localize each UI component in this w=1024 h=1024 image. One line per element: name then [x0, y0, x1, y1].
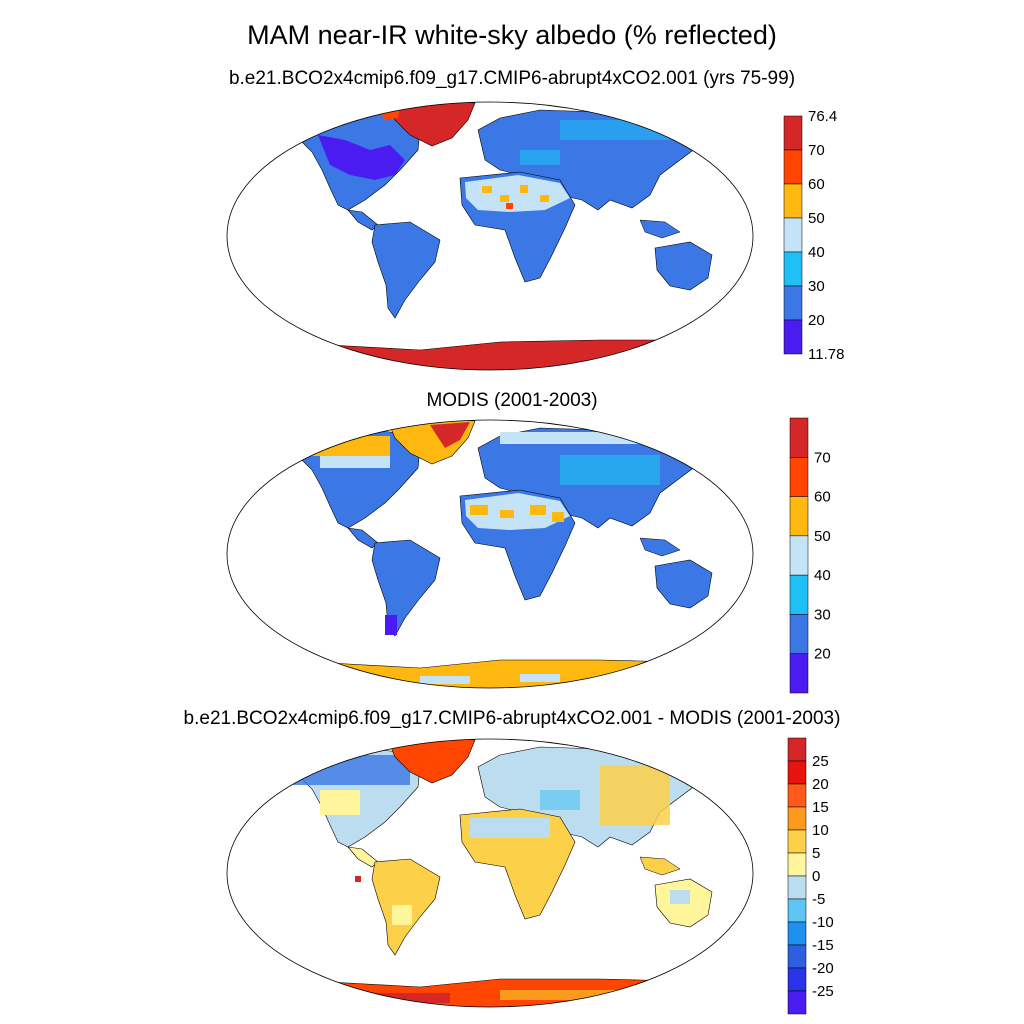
colorbar-swatch	[783, 183, 803, 219]
colorbar-label: 40	[808, 244, 825, 261]
colorbar-swatch	[783, 251, 803, 287]
colorbar-swatch	[789, 574, 809, 615]
colorbar-swatch	[789, 417, 809, 458]
colorbar-label: 50	[814, 528, 831, 545]
map-border-3	[226, 738, 754, 1008]
colorbar-swatch	[787, 921, 807, 946]
colorbar-swatch	[789, 614, 809, 654]
colorbar-3: 25 20 15 10 5 0 -5 -10 -15 -20 -25	[787, 737, 834, 1015]
colorbar-1: 76.4 70 60 50 40 30 20 11.78	[783, 108, 844, 363]
colorbar-swatch	[787, 990, 807, 1015]
colorbar-swatch	[787, 852, 807, 877]
colorbar-label: -20	[812, 960, 834, 977]
colorbar-label: -15	[812, 937, 834, 954]
colorbar-label: 15	[812, 799, 829, 816]
map-panel-3	[226, 738, 754, 1008]
colorbar-2: 70 60 50 40 30 20	[789, 417, 831, 694]
colorbar-swatch	[789, 535, 809, 576]
panel1-subtitle: b.e21.BCO2x4cmip6.f09_g17.CMIP6-abrupt4x…	[228, 68, 796, 89]
colorbar-label: 76.4	[808, 108, 837, 125]
colorbar-label: 70	[814, 449, 831, 466]
colorbar-label: 11.78	[808, 346, 844, 363]
colorbar-swatch	[787, 875, 807, 900]
panel3-subtitle: b.e21.BCO2x4cmip6.f09_g17.CMIP6-abrupt4x…	[183, 708, 841, 729]
colorbar-label: 10	[812, 822, 829, 839]
colorbar-swatch	[787, 737, 807, 762]
colorbar-swatch	[787, 944, 807, 969]
greenland	[389, 102, 476, 147]
colorbar-label: 60	[814, 489, 831, 506]
map-border-1	[226, 101, 754, 371]
south-america	[371, 221, 441, 319]
colorbar-label: 25	[812, 753, 829, 770]
map-panel-1	[226, 101, 754, 371]
panel2-subtitle: MODIS (2001-2003)	[426, 390, 598, 411]
colorbar-swatch	[783, 149, 803, 185]
map-border-2	[226, 419, 754, 689]
colorbar-label: 20	[814, 646, 831, 663]
colorbar-swatch	[783, 115, 803, 151]
colorbar-swatch	[787, 783, 807, 808]
colorbar-label: 70	[808, 142, 825, 159]
colorbar-swatch	[787, 829, 807, 854]
colorbar-swatch	[789, 496, 809, 537]
colorbar-swatch	[787, 967, 807, 992]
central-america	[347, 209, 379, 231]
colorbar-label: 0	[812, 868, 820, 885]
map-panel-2	[226, 419, 754, 689]
colorbar-swatch	[783, 217, 803, 253]
colorbar-label: -10	[812, 914, 834, 931]
colorbar-swatch	[783, 319, 803, 355]
colorbar-swatch	[787, 898, 807, 923]
colorbar-swatch	[787, 760, 807, 785]
colorbar-label: 30	[808, 278, 825, 295]
australia	[654, 241, 713, 291]
antarctica	[229, 339, 753, 370]
colorbar-label: 50	[808, 210, 825, 227]
colorbar-label: 20	[808, 312, 825, 329]
colorbar-label: 20	[812, 776, 829, 793]
colorbar-label: 60	[808, 176, 825, 193]
colorbar-swatch	[783, 285, 803, 321]
colorbar-label: 30	[814, 606, 831, 623]
colorbar-label: 5	[812, 845, 820, 862]
colorbar-swatch	[789, 653, 809, 694]
colorbar-swatch	[789, 457, 809, 497]
figure-title: MAM near-IR white-sky albedo (% reflecte…	[247, 20, 777, 50]
colorbar-label: -5	[812, 891, 825, 908]
colorbar-label: -25	[812, 983, 834, 1000]
colorbar-label: 40	[814, 567, 831, 584]
colorbar-swatch	[787, 806, 807, 831]
